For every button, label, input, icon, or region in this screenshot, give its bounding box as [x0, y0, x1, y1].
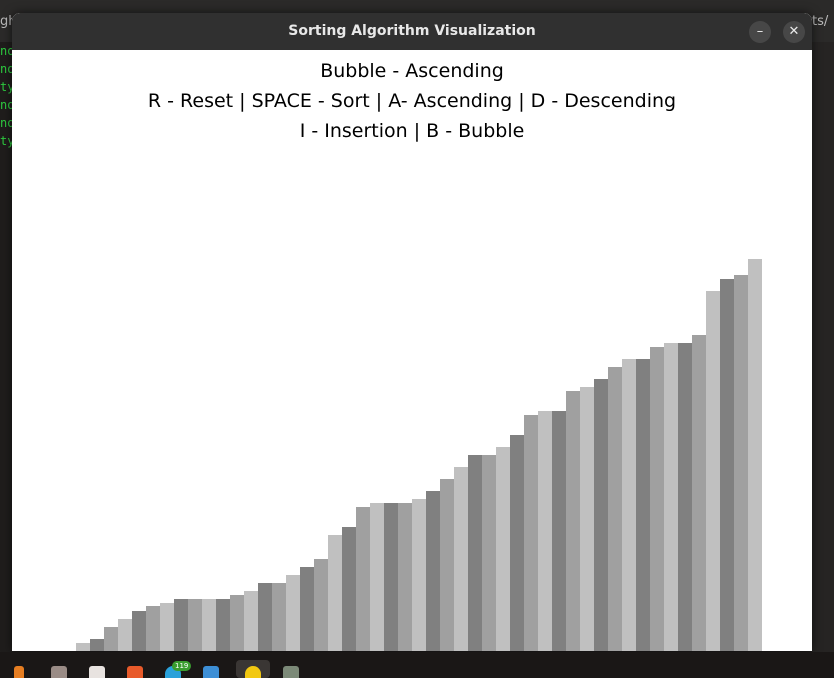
background-window-edge-text: gh	[0, 14, 12, 29]
bar	[272, 583, 286, 651]
app-window: Sorting Algorithm Visualization – ✕ Bubb…	[12, 13, 812, 651]
notification-badge: 119	[172, 661, 192, 671]
bar	[104, 627, 118, 651]
bar	[328, 535, 342, 651]
bar	[76, 643, 90, 651]
bar	[132, 611, 146, 651]
bar	[90, 639, 104, 651]
minimize-button[interactable]: –	[749, 21, 771, 43]
bar	[230, 595, 244, 651]
bar	[482, 455, 496, 651]
bar	[468, 455, 482, 651]
bar	[286, 575, 300, 651]
background-window-edge-text-right: ts/	[812, 14, 829, 29]
bar	[160, 603, 174, 651]
visualization-canvas[interactable]: Bubble - Ascending R - Reset | SPACE - S…	[12, 50, 812, 651]
bar	[622, 359, 636, 651]
bar	[748, 259, 762, 651]
bar	[356, 507, 370, 651]
bar	[552, 411, 566, 651]
bar-area	[12, 50, 812, 651]
bar	[608, 367, 622, 651]
bar	[412, 499, 426, 651]
python-icon[interactable]	[245, 666, 261, 678]
document-icon[interactable]	[203, 666, 219, 678]
bar	[118, 619, 132, 651]
brave-icon[interactable]	[127, 666, 143, 678]
bar	[734, 275, 748, 651]
bar	[370, 503, 384, 651]
bar	[342, 527, 356, 651]
bar	[594, 379, 608, 651]
bar	[258, 583, 272, 651]
bar	[398, 503, 412, 651]
terminal-line: no	[0, 116, 14, 130]
vlc-icon[interactable]	[14, 666, 24, 678]
bar	[706, 291, 720, 651]
key-help-line: R - Reset | SPACE - Sort | A- Ascending …	[147, 90, 677, 112]
bar	[300, 567, 314, 651]
close-button[interactable]: ✕	[783, 21, 805, 43]
bar	[566, 391, 580, 651]
algorithm-help-line: I - Insertion | B - Bubble	[299, 120, 525, 142]
background-terminal: no no ty no no ty	[0, 42, 14, 162]
terminal-line: no	[0, 98, 14, 112]
bar	[216, 599, 230, 651]
window-titlebar[interactable]: Sorting Algorithm Visualization – ✕	[12, 13, 812, 50]
bar	[174, 599, 188, 651]
terminal-line: no	[0, 44, 14, 58]
terminal-line: ty	[0, 134, 14, 148]
bar	[202, 599, 216, 651]
bar	[426, 491, 440, 651]
bar	[678, 343, 692, 651]
bar	[244, 591, 258, 651]
bar	[454, 467, 468, 651]
bar	[440, 479, 454, 651]
bar	[580, 387, 594, 651]
bar	[664, 343, 678, 651]
terminal-line: no	[0, 62, 14, 76]
bar	[720, 279, 734, 651]
bar	[650, 347, 664, 651]
bar	[510, 435, 524, 651]
bar	[636, 359, 650, 651]
taskbar: 119	[0, 652, 834, 678]
bar	[188, 599, 202, 651]
bar	[384, 503, 398, 651]
bar	[692, 335, 706, 651]
text-editor-icon[interactable]	[89, 666, 105, 678]
background-right-strip	[812, 42, 834, 652]
window-title: Sorting Algorithm Visualization	[288, 23, 536, 39]
bar	[146, 606, 160, 651]
trash-icon[interactable]	[283, 666, 299, 678]
terminal-line: ty	[0, 80, 14, 94]
bar	[314, 559, 328, 651]
mode-label: Bubble - Ascending	[320, 60, 504, 82]
bar	[524, 415, 538, 651]
bar	[538, 411, 552, 651]
files-icon[interactable]	[51, 666, 67, 678]
bar	[496, 447, 510, 651]
